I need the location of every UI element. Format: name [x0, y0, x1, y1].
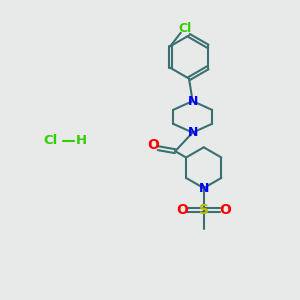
Text: N: N	[188, 94, 198, 108]
Text: N: N	[199, 182, 209, 195]
Text: H: H	[75, 134, 87, 148]
Text: O: O	[220, 203, 232, 217]
Text: Cl: Cl	[179, 22, 192, 35]
Text: N: N	[188, 126, 198, 139]
Text: Cl: Cl	[44, 134, 58, 148]
Text: O: O	[148, 138, 160, 152]
Text: S: S	[199, 203, 209, 217]
Text: O: O	[176, 203, 188, 217]
